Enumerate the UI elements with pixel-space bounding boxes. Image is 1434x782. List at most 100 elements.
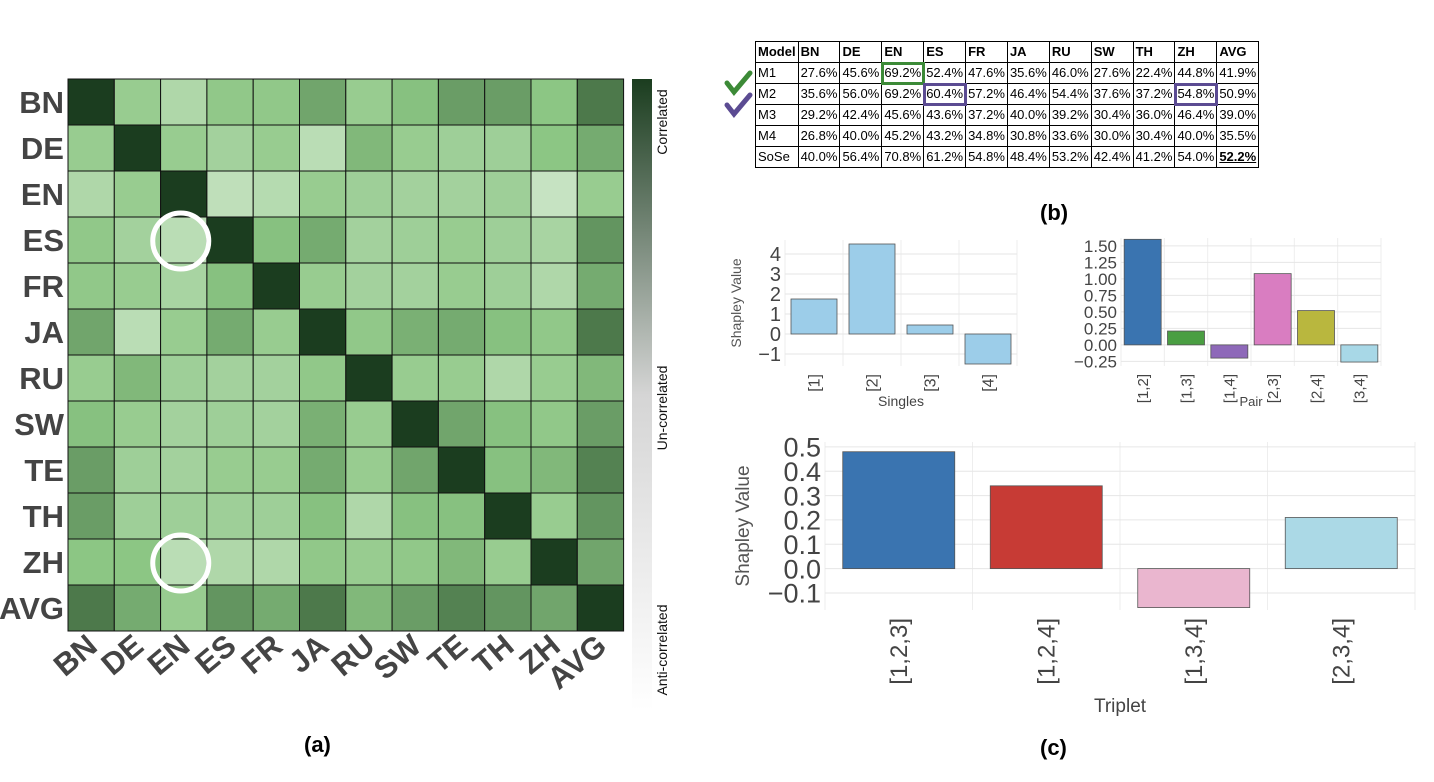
heatmap-cell [484, 216, 532, 264]
heatmap-cell [391, 124, 439, 172]
table-cell: 26.8% [797, 125, 841, 147]
heatmap-row-label: ES [23, 223, 64, 258]
table-header-cell: AVG [1216, 41, 1260, 63]
heatmap-cell [530, 446, 578, 494]
heatmap-cell [67, 262, 115, 310]
heatmap-cell [160, 446, 208, 494]
table-cell: 48.4% [1006, 146, 1050, 168]
table-header-cell: FR [965, 41, 1008, 63]
heatmap-cell [113, 78, 162, 126]
heatmap-cell [160, 170, 208, 218]
heatmap-cell [113, 446, 162, 494]
heatmap-cell [576, 446, 625, 494]
heatmap-cell [299, 216, 347, 264]
heatmap-cell [299, 78, 347, 126]
heatmap-cell [345, 492, 393, 540]
panel-c-caption: (c) [1040, 735, 1067, 760]
table-header-cell: ZH [1174, 41, 1218, 63]
table-cell: 40.0% [839, 125, 883, 147]
checkmark-icon [724, 92, 753, 118]
heatmap-row-label: TH [23, 499, 64, 534]
table-cell: 61.2% [923, 146, 967, 168]
heatmap-cell [530, 170, 578, 218]
heatmap-cell [252, 584, 300, 632]
table-cell: 54.8% [1173, 82, 1218, 106]
y-tick-label: 0.3 [783, 481, 821, 511]
heatmap-row-label: BN [19, 85, 64, 120]
heatmap-row-label: DE [21, 131, 64, 166]
heatmap-cell [437, 354, 486, 402]
y-tick-label: 0 [770, 324, 781, 346]
heatmap-cell [345, 354, 393, 402]
heatmap-cell [391, 584, 439, 632]
heatmap-cell [206, 170, 254, 218]
heatmap-cell [67, 308, 115, 356]
table-cell: 42.4% [1090, 146, 1134, 168]
heatmap-row-label: EN [21, 177, 64, 212]
heatmap-cell [484, 584, 532, 632]
heatmap-cell [437, 78, 486, 126]
table-header-cell: Model [755, 41, 799, 63]
table-cell: 56.4% [839, 146, 883, 168]
heatmap-cell [345, 78, 393, 126]
heatmap-cell [576, 262, 625, 310]
table-cell: 35.5% [1216, 125, 1260, 147]
triplets-bar-chart: −0.10.00.10.20.30.40.5 [1,2,3] [1,2,4] [1,3… [733, 433, 1416, 717]
heatmap-cell [576, 124, 625, 172]
heatmap-cell [391, 262, 439, 310]
table-header-cell: BN [797, 41, 841, 63]
heatmap-cell [252, 492, 300, 540]
x-tick-label: [1] [807, 374, 824, 392]
heatmap-cell [113, 400, 162, 448]
heatmap-cell [391, 538, 439, 586]
heatmap-row-label: TE [24, 453, 64, 488]
x-axis-label: Singles [878, 393, 924, 409]
heatmap-cell [576, 354, 625, 402]
heatmap-cell [391, 492, 439, 540]
heatmap-cell [391, 400, 439, 448]
heatmap-cell [252, 262, 300, 310]
heatmap-cell [67, 400, 115, 448]
bar [1340, 344, 1379, 363]
table-cell: 54.4% [1048, 83, 1092, 105]
table-header-cell: EN [881, 41, 925, 63]
y-axis-label: Shapley Value [733, 465, 754, 586]
y-tick-label: 0.5 [783, 433, 821, 463]
table-cell: 50.9% [1216, 83, 1260, 105]
y-tick-label: 0.4 [783, 457, 821, 487]
table-cell: 52.4% [923, 62, 967, 84]
heatmap-cell [345, 446, 393, 494]
heatmap-cell [345, 216, 393, 264]
heatmap-cell [530, 124, 578, 172]
heatmap-cell [299, 446, 347, 494]
heatmap-cell [530, 216, 578, 264]
heatmap-cell [437, 124, 486, 172]
heatmap-row-label: SW [14, 407, 65, 442]
y-tick-label: 0.00 [1084, 336, 1117, 355]
heatmap-cell [530, 354, 578, 402]
heatmap-cell [160, 492, 208, 540]
heatmap-cell [437, 216, 486, 264]
heatmap-cell [437, 400, 486, 448]
heatmap-cell [206, 400, 254, 448]
heatmap-cell [530, 538, 578, 586]
heatmap-cell [206, 446, 254, 494]
heatmap-cell [299, 584, 347, 632]
heatmap-cell [391, 308, 439, 356]
heatmap-cell [437, 170, 486, 218]
heatmap-cell [299, 538, 347, 586]
y-tick-label: −0.25 [1074, 353, 1117, 372]
heatmap-cell [484, 446, 532, 494]
table-cell: 30.4% [1090, 104, 1134, 126]
heatmap-cell [391, 170, 439, 218]
heatmap-col-label: SW [367, 627, 428, 686]
table-cell: 30.8% [1006, 125, 1050, 147]
heatmap-cell [160, 216, 208, 264]
heatmap-cell [206, 78, 254, 126]
panel-b-caption: (b) [1040, 200, 1069, 225]
table-cell: 54.8% [965, 146, 1008, 168]
table-cell: 30.0% [1090, 125, 1134, 147]
heatmap-cell [576, 400, 625, 448]
heatmap-cell [437, 308, 486, 356]
y-tick-label: 1.00 [1084, 270, 1117, 289]
